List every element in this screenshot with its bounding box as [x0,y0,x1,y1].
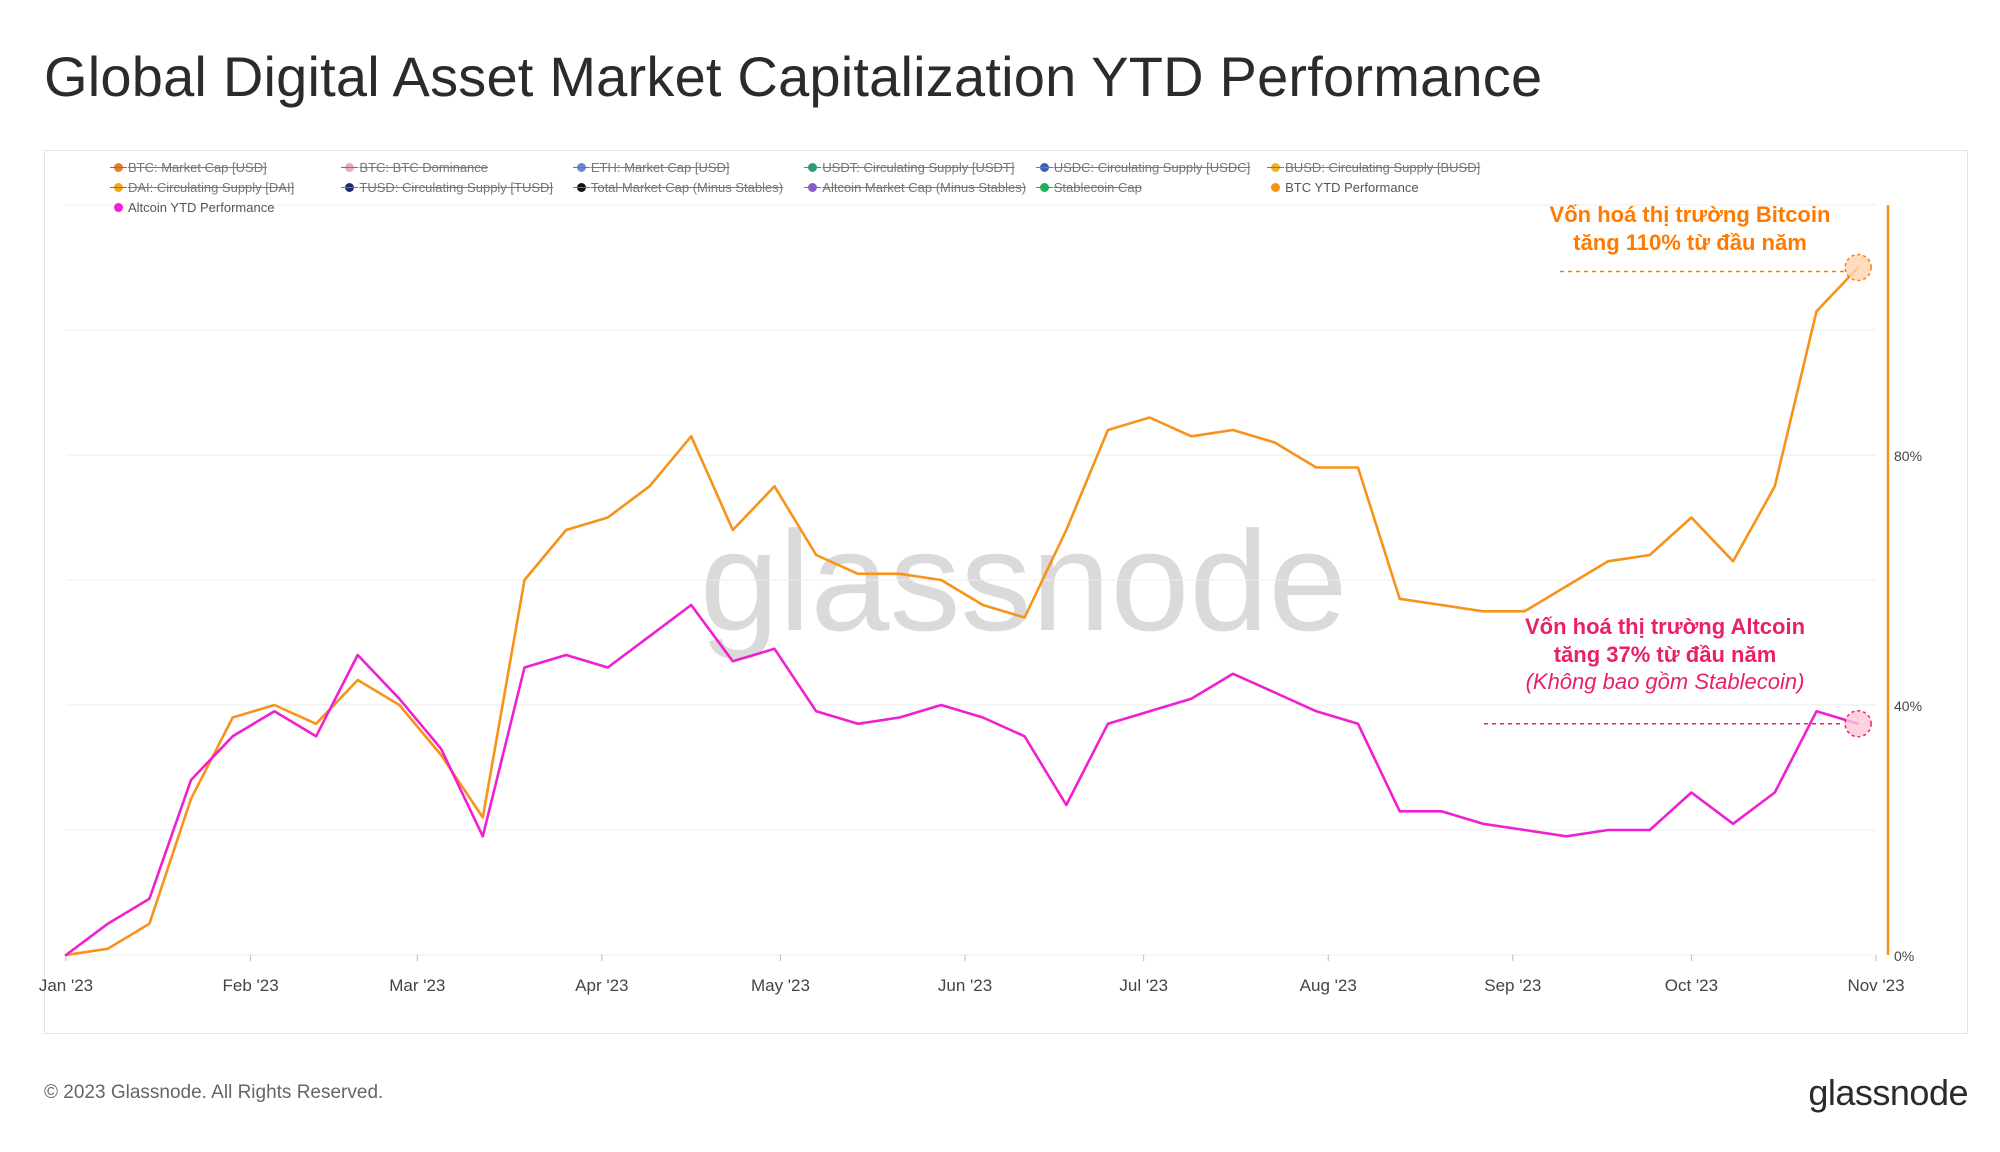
altcoin-annotation: Vốn hoá thị trường Altcoin tăng 37% từ đ… [1470,613,1860,696]
legend-item[interactable]: Altcoin Market Cap (Minus Stables) [804,180,1039,195]
legend-label: BUSD: Circulating Supply [BUSD] [1285,160,1481,175]
series-layer [64,266,1860,957]
legend-swatch-icon [341,163,359,172]
legend-label: USDC: Circulating Supply [USDC] [1053,160,1251,175]
btc-ytd-line [64,266,1860,957]
legend-label: BTC: BTC Dominance [359,160,489,175]
legend-item [1503,180,1734,195]
legend-swatch-icon [1035,183,1053,192]
x-tick-label: Aug '23 [1300,976,1357,995]
legend-swatch-icon [341,183,359,192]
page-title: Global Digital Asset Market Capitalizati… [44,45,1543,108]
altcoin-ytd-line [64,603,1860,957]
altcoin-annotation-line1: Vốn hoá thị trường Altcoin [1524,614,1806,639]
x-tick-label: Feb '23 [222,976,278,995]
x-tick-label: Jan '23 [39,976,93,995]
legend-label: BTC YTD Performance [1285,180,1419,195]
btc-annotation-line1: Vốn hoá thị trường Bitcoin [1549,202,1831,227]
legend-label: TUSD: Circulating Supply [TUSD] [359,180,554,195]
legend-swatch-icon [804,183,822,192]
btc-annotation-line2: tăng 110% từ đầu năm [1573,229,1807,255]
x-tick-label: Jul '23 [1119,976,1168,995]
altcoin-annotation-note: (Không bao gồm Stablecoin) [1525,669,1805,694]
legend-label: Altcoin Market Cap (Minus Stables) [822,180,1027,195]
altcoin-annotation-line2: tăng 37% từ đầu năm [1553,641,1777,667]
y-tick-label: 80% [1894,448,1922,464]
chart-legend: BTC: Market Cap [USD] BTC: BTC Dominance E… [110,160,1734,215]
legend-swatch-icon [110,183,127,192]
x-tick-label: Jun '23 [938,976,992,995]
legend-swatch-icon [1035,163,1053,172]
x-tick-label: Sep '23 [1484,976,1541,995]
copyright-text: © 2023 Glassnode. All Rights Reserved. [44,1082,384,1103]
btc-end-marker [1844,253,1872,282]
altcoin-end-marker [1844,710,1872,738]
legend-swatch-icon [110,163,127,172]
chart-frame [44,150,1968,1034]
legend-item[interactable]: TUSD: Circulating Supply [TUSD] [341,180,576,195]
y-tick-label: 40% [1894,698,1922,714]
legend-swatch-icon [1267,163,1285,172]
legend-label: Stablecoin Cap [1053,180,1142,195]
legend-item [1503,160,1734,175]
legend-item[interactable]: USDC: Circulating Supply [USDC] [1035,160,1271,175]
legend-label: BTC: Market Cap [USD] [128,160,267,175]
legend-item[interactable]: DAI: Circulating Supply [DAI] [110,180,345,195]
x-tick-label: May '23 [751,976,810,995]
legend-item[interactable]: Altcoin YTD Performance [114,200,345,215]
legend-label: Total Market Cap (Minus Stables) [590,180,784,195]
axes-layer: Jan '23 Feb '23 Mar '23 Apr '23 May '23 Jun '… [39,205,1922,995]
legend-item[interactable]: BUSD: Circulating Supply [BUSD] [1267,160,1502,175]
legend-swatch-icon [114,203,123,212]
y-tick-label: 0% [1894,948,1914,964]
btc-annotation: Vốn hoá thị trường Bitcoin tăng 110% từ … [1500,201,1880,256]
legend-label: ETH: Market Cap [USD] [590,160,730,175]
legend-swatch-icon [572,183,590,192]
legend-item[interactable]: Stablecoin Cap [1035,180,1271,195]
legend-swatch-icon [572,163,590,172]
marker-layer [1484,253,1872,738]
legend-swatch-icon [1271,183,1281,192]
legend-item[interactable]: BTC: BTC Dominance [341,160,576,175]
legend-item[interactable]: Total Market Cap (Minus Stables) [572,180,808,195]
x-tick-label: Nov '23 [1847,976,1904,995]
legend-label: DAI: Circulating Supply [DAI] [128,180,295,195]
legend-item[interactable]: BTC YTD Performance [1271,180,1502,195]
legend-item[interactable]: ETH: Market Cap [USD] [572,160,808,175]
x-tick-label: Apr '23 [575,976,628,995]
grid-layer [66,204,1876,956]
legend-label: USDT: Circulating Supply [USDT] [822,160,1015,175]
legend-item[interactable]: BTC: Market Cap [USD] [110,160,345,175]
x-tick-label: Mar '23 [389,976,445,995]
legend-swatch-icon [804,163,822,172]
glassnode-logo[interactable]: glassnode [1808,1072,1968,1113]
legend-label: Altcoin YTD Performance [128,200,275,215]
legend-item[interactable]: USDT: Circulating Supply [USDT] [804,160,1039,175]
x-tick-label: Oct '23 [1665,976,1718,995]
